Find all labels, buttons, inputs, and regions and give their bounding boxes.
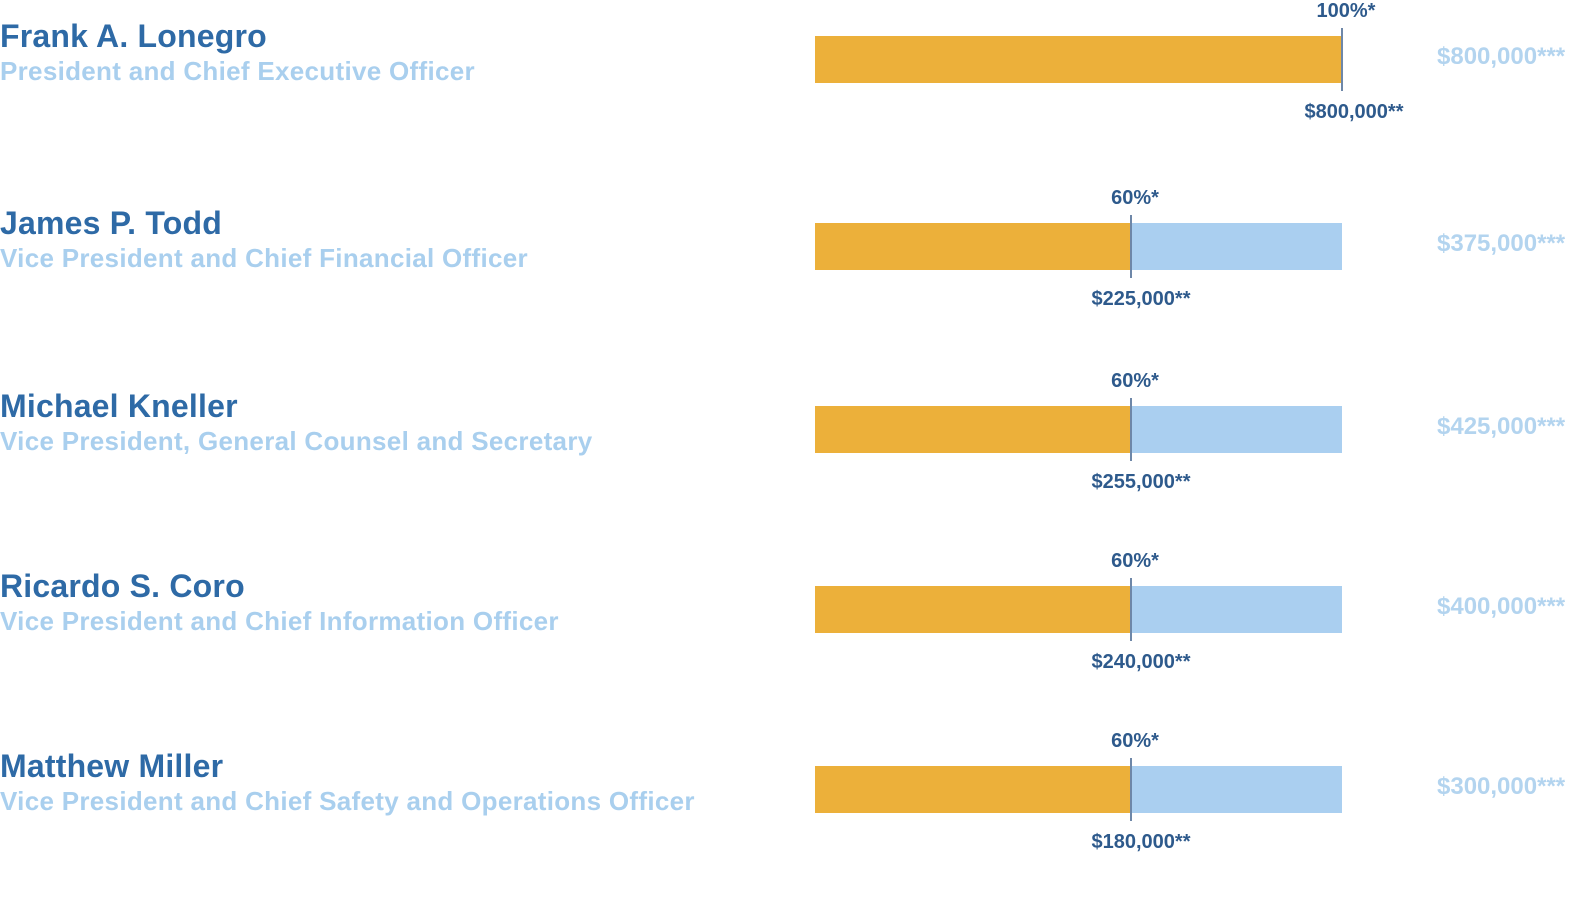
exec-title: President and Chief Executive Officer (0, 56, 475, 86)
exec-title: Vice President and Chief Financial Offic… (0, 243, 528, 273)
exec-row: Michael Kneller Vice President, General C… (0, 370, 1595, 550)
exec-row: Frank A. Lonegro President and Chief Exec… (0, 0, 1595, 180)
bar-target-fill (815, 766, 1131, 813)
max-amount-label: $300,000*** (1437, 773, 1566, 800)
exec-name: Frank A. Lonegro (0, 18, 267, 54)
target-marker (1130, 215, 1132, 278)
max-amount-label: $400,000*** (1437, 593, 1566, 620)
target-percent-label: 60%* (1111, 730, 1159, 752)
target-marker (1341, 28, 1343, 91)
exec-row: James P. Todd Vice President and Chief Fi… (0, 187, 1595, 367)
exec-title: Vice President and Chief Information Off… (0, 606, 559, 636)
exec-row: Matthew Miller Vice President and Chief S… (0, 730, 1595, 910)
exec-title: Vice President and Chief Safety and Oper… (0, 786, 695, 816)
bar-target-fill (815, 223, 1131, 270)
target-amount-label: $225,000** (1091, 288, 1191, 310)
bar-target-fill (815, 586, 1131, 633)
bar-target-fill (815, 406, 1131, 453)
target-percent-label: 60%* (1111, 550, 1159, 572)
target-percent-label: 60%* (1111, 370, 1159, 392)
bar-target-fill (815, 36, 1342, 83)
exec-name: Ricardo S. Coro (0, 568, 245, 604)
max-amount-label: $375,000*** (1437, 230, 1566, 257)
target-amount-label: $255,000** (1091, 471, 1191, 493)
exec-row: Ricardo S. Coro Vice President and Chief … (0, 550, 1595, 730)
target-marker (1130, 578, 1132, 641)
max-amount-label: $800,000*** (1437, 43, 1566, 70)
target-amount-label: $800,000** (1304, 101, 1404, 123)
target-amount-label: $240,000** (1091, 651, 1191, 673)
max-amount-label: $425,000*** (1437, 413, 1566, 440)
exec-name: Matthew Miller (0, 748, 224, 784)
target-amount-label: $180,000** (1091, 831, 1191, 853)
exec-name: Michael Kneller (0, 388, 238, 424)
exec-name: James P. Todd (0, 205, 222, 241)
target-percent-label: 100%* (1316, 0, 1376, 22)
exec-title: Vice President, General Counsel and Secr… (0, 426, 593, 456)
executive-bonus-chart: Frank A. Lonegro President and Chief Exec… (0, 0, 1595, 853)
target-marker (1130, 398, 1132, 461)
target-marker (1130, 758, 1132, 821)
target-percent-label: 60%* (1111, 187, 1159, 209)
